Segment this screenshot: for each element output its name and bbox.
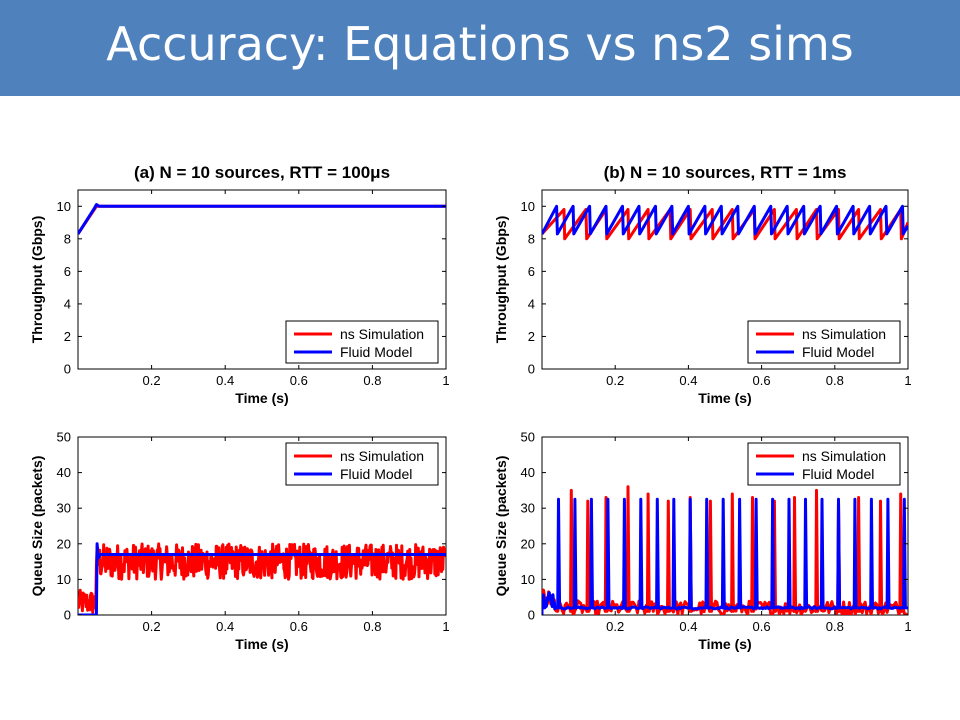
legend-box (285, 320, 439, 364)
y-tick-label: 2 (64, 329, 71, 344)
legend-entry: ns Simulation (802, 448, 886, 464)
y-tick-label: 50 (57, 430, 71, 445)
series-group (78, 542, 446, 615)
y-axis-label: Throughput (Gbps) (493, 216, 509, 344)
legend-entry: ns Simulation (802, 326, 886, 342)
x-tick-label: 1 (904, 619, 911, 634)
x-tick-label: 0.8 (826, 619, 844, 634)
x-tick-label: 0.2 (606, 619, 624, 634)
legend-entry: Fluid Model (340, 466, 412, 482)
series-fluid-model (542, 497, 908, 615)
legend: ns Simulation Fluid Model (285, 320, 439, 364)
legend-box (747, 320, 901, 364)
y-tick-label: 10 (57, 572, 71, 587)
y-tick-label: 10 (521, 199, 535, 214)
legend-box (747, 442, 901, 486)
y-tick-label: 20 (57, 536, 71, 551)
x-tick-label: 0.4 (216, 373, 234, 388)
x-tick-label: 0.8 (363, 373, 381, 388)
legend: ns Simulation Fluid Model (747, 442, 901, 486)
x-axis-label: Time (s) (235, 390, 288, 406)
legend: ns Simulation Fluid Model (747, 320, 901, 364)
series-group (78, 203, 446, 235)
chart-b-throughput: (b) N = 10 sources, RTT = 1ms 0.2 0.4 0.6 0.… (493, 163, 912, 406)
x-axis-label: Time (s) (698, 636, 751, 652)
title-banner (0, 0, 960, 96)
series-ns-simulation (78, 542, 446, 614)
y-tick-label: 40 (57, 465, 71, 480)
y-tick-label: 4 (64, 296, 71, 311)
y-tick-label: 30 (521, 501, 535, 516)
x-tick-label: 0.8 (363, 619, 381, 634)
series-fluid-model (78, 542, 446, 615)
y-tick-label: 6 (64, 264, 71, 279)
x-tick-label: 0.6 (290, 619, 308, 634)
x-tick-label: 1 (442, 619, 449, 634)
y-tick-label: 40 (521, 465, 535, 480)
x-tick-label: 0.6 (290, 373, 308, 388)
x-tick-label: 0.6 (753, 619, 771, 634)
series-fluid-model (542, 204, 908, 236)
x-tick-label: 0.8 (826, 373, 844, 388)
y-tick-label: 30 (57, 501, 71, 516)
legend-box (285, 442, 439, 486)
slide-title: Accuracy: Equations vs ns2 sims (106, 17, 854, 71)
y-axis-label: Throughput (Gbps) (29, 216, 45, 344)
x-tick-label: 0.2 (606, 373, 624, 388)
y-tick-label: 0 (528, 608, 535, 623)
series-fluid-model (78, 203, 446, 235)
y-tick-label: 2 (528, 329, 535, 344)
y-tick-label: 4 (528, 296, 535, 311)
y-tick-label: 0 (64, 608, 71, 623)
x-tick-label: 0.2 (143, 619, 161, 634)
chart-title: (b) N = 10 sources, RTT = 1ms (604, 163, 847, 182)
y-tick-label: 20 (521, 536, 535, 551)
x-axis-label: Time (s) (698, 390, 751, 406)
x-tick-label: 1 (904, 373, 911, 388)
x-tick-label: 0.6 (753, 373, 771, 388)
legend-entry: ns Simulation (340, 326, 424, 342)
legend-entry: Fluid Model (802, 344, 874, 360)
x-tick-label: 1 (442, 373, 449, 388)
legend-entry: Fluid Model (340, 344, 412, 360)
y-tick-label: 50 (521, 430, 535, 445)
y-tick-label: 8 (528, 231, 535, 246)
series-group (542, 204, 908, 241)
chart-title: (a) N = 10 sources, RTT = 100μs (134, 163, 390, 182)
y-tick-label: 10 (521, 572, 535, 587)
y-tick-label: 6 (528, 264, 535, 279)
x-tick-label: 0.4 (679, 619, 697, 634)
y-tick-label: 0 (528, 362, 535, 377)
y-tick-label: 10 (57, 199, 71, 214)
y-tick-label: 8 (64, 231, 71, 246)
x-tick-label: 0.4 (679, 373, 697, 388)
y-axis-label: Queue Size (packets) (493, 456, 509, 597)
legend-entry: Fluid Model (802, 466, 874, 482)
legend-entry: ns Simulation (340, 448, 424, 464)
x-tick-label: 0.4 (216, 619, 234, 634)
y-tick-label: 0 (64, 362, 71, 377)
series-group (542, 485, 908, 615)
x-axis-label: Time (s) (235, 636, 288, 652)
y-axis-label: Queue Size (packets) (29, 456, 45, 597)
chart-a-throughput: (a) N = 10 sources, RTT = 100μs 0.2 0.4 0.6… (29, 163, 450, 406)
x-tick-label: 0.2 (143, 373, 161, 388)
legend: ns Simulation Fluid Model (285, 442, 439, 486)
